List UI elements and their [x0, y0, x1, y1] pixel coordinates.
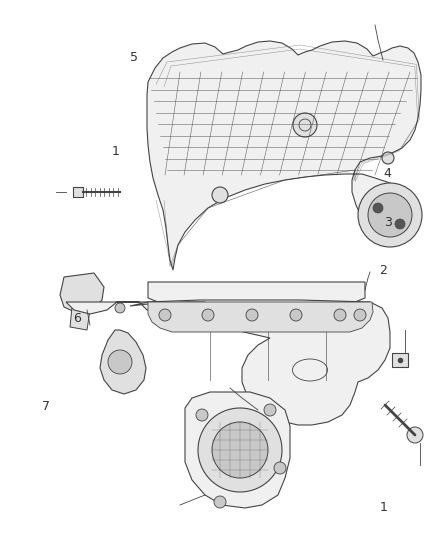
- Text: 1: 1: [379, 501, 387, 514]
- Circle shape: [274, 462, 286, 474]
- Circle shape: [212, 422, 268, 478]
- Circle shape: [202, 309, 214, 321]
- Circle shape: [293, 113, 317, 137]
- Circle shape: [159, 309, 171, 321]
- FancyBboxPatch shape: [73, 187, 83, 197]
- Circle shape: [407, 427, 423, 443]
- Polygon shape: [130, 300, 390, 425]
- Circle shape: [115, 303, 125, 313]
- Circle shape: [212, 187, 228, 203]
- Text: 1: 1: [112, 146, 120, 158]
- Circle shape: [334, 309, 346, 321]
- Circle shape: [198, 408, 282, 492]
- Circle shape: [354, 309, 366, 321]
- Circle shape: [214, 496, 226, 508]
- Polygon shape: [100, 330, 146, 394]
- Circle shape: [108, 350, 132, 374]
- Circle shape: [246, 309, 258, 321]
- Circle shape: [368, 193, 412, 237]
- Circle shape: [382, 152, 394, 164]
- Text: 3: 3: [384, 216, 392, 229]
- Polygon shape: [66, 282, 365, 314]
- Text: 7: 7: [42, 400, 50, 413]
- Circle shape: [264, 404, 276, 416]
- Circle shape: [196, 409, 208, 421]
- Text: 4: 4: [384, 167, 392, 180]
- Polygon shape: [70, 307, 90, 330]
- Text: 2: 2: [379, 264, 387, 277]
- Text: 6: 6: [73, 312, 81, 325]
- Circle shape: [373, 203, 383, 213]
- Polygon shape: [147, 41, 421, 270]
- Polygon shape: [185, 392, 290, 508]
- Text: 5: 5: [130, 51, 138, 64]
- FancyBboxPatch shape: [392, 353, 408, 367]
- Polygon shape: [148, 302, 373, 332]
- Circle shape: [395, 219, 405, 229]
- Circle shape: [358, 183, 422, 247]
- Polygon shape: [60, 273, 104, 313]
- Circle shape: [290, 309, 302, 321]
